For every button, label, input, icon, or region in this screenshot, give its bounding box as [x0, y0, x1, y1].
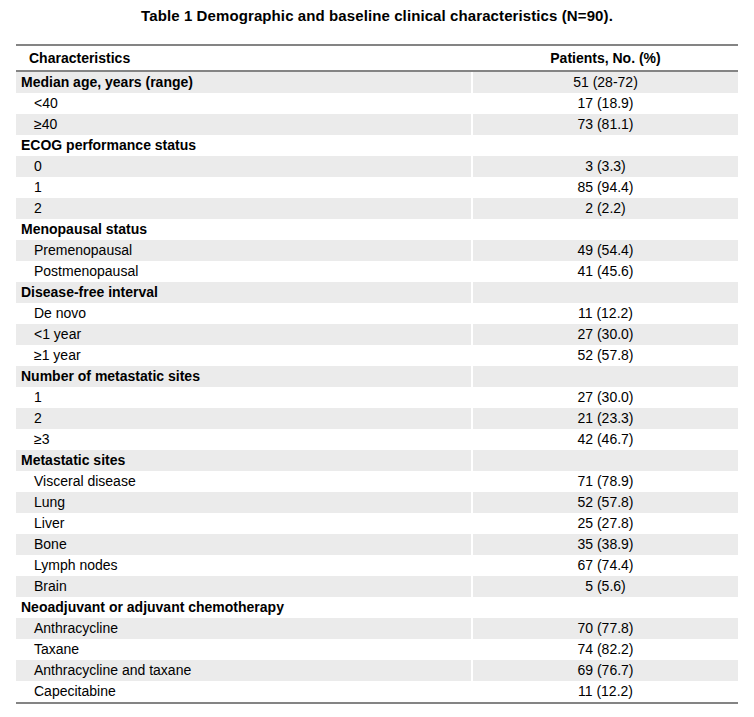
row-value: 42 (46.7) [473, 429, 738, 450]
table-body: Median age, years (range)51 (28-72)<4017… [16, 72, 738, 702]
row-value: 85 (94.4) [473, 177, 738, 198]
row-value: 70 (77.8) [473, 618, 738, 639]
row-value: 74 (82.2) [473, 639, 738, 660]
table-row: Anthracycline70 (77.8) [16, 618, 738, 639]
table-row: Visceral disease71 (78.9) [16, 471, 738, 492]
column-header-patients: Patients, No. (%) [473, 46, 738, 70]
characteristics-table: Characteristics Patients, No. (%) Median… [16, 44, 738, 704]
row-value: 52 (57.8) [473, 345, 738, 366]
row-label: Brain [16, 576, 471, 597]
table-row: ECOG performance status [16, 135, 738, 156]
table-row: <4017 (18.9) [16, 93, 738, 114]
column-header-characteristics: Characteristics [16, 46, 471, 70]
row-label: Median age, years (range) [16, 72, 471, 93]
row-label: Menopausal status [16, 219, 471, 240]
table-row: Metastatic sites [16, 450, 738, 471]
table-row: Capecitabine11 (12.2) [16, 681, 738, 702]
row-label: Visceral disease [16, 471, 471, 492]
row-value [473, 219, 738, 240]
row-label: 1 [16, 387, 471, 408]
row-value: 52 (57.8) [473, 492, 738, 513]
row-value: 41 (45.6) [473, 261, 738, 282]
table-row: 185 (94.4) [16, 177, 738, 198]
row-label: Premenopausal [16, 240, 471, 261]
row-label: Disease-free interval [16, 282, 471, 303]
table-row: Taxane74 (82.2) [16, 639, 738, 660]
row-label: ≥40 [16, 114, 471, 135]
table-row: Neoadjuvant or adjuvant chemotherapy [16, 597, 738, 618]
table-row: Premenopausal49 (54.4) [16, 240, 738, 261]
table-row: De novo11 (12.2) [16, 303, 738, 324]
row-label: Postmenopausal [16, 261, 471, 282]
table-row: 127 (30.0) [16, 387, 738, 408]
table-row: 22 (2.2) [16, 198, 738, 219]
row-value [473, 450, 738, 471]
row-value [473, 366, 738, 387]
table-header-row: Characteristics Patients, No. (%) [16, 46, 738, 72]
row-value: 27 (30.0) [473, 324, 738, 345]
table-row: Median age, years (range)51 (28-72) [16, 72, 738, 93]
row-label: Lymph nodes [16, 555, 471, 576]
table-row: ≥1 year52 (57.8) [16, 345, 738, 366]
row-value: 49 (54.4) [473, 240, 738, 261]
row-value: 11 (12.2) [473, 681, 738, 702]
table-row: 221 (23.3) [16, 408, 738, 429]
row-value: 17 (18.9) [473, 93, 738, 114]
row-value: 67 (74.4) [473, 555, 738, 576]
row-value [473, 597, 738, 618]
row-label: Anthracycline [16, 618, 471, 639]
row-value: 5 (5.6) [473, 576, 738, 597]
table-row: ≥342 (46.7) [16, 429, 738, 450]
row-value [473, 282, 738, 303]
row-label: Taxane [16, 639, 471, 660]
table-row: Menopausal status [16, 219, 738, 240]
table-row: Bone35 (38.9) [16, 534, 738, 555]
row-label: De novo [16, 303, 471, 324]
row-label: Bone [16, 534, 471, 555]
table-row: <1 year27 (30.0) [16, 324, 738, 345]
row-label: <1 year [16, 324, 471, 345]
row-value: 21 (23.3) [473, 408, 738, 429]
table-row: Disease-free interval [16, 282, 738, 303]
row-label: Lung [16, 492, 471, 513]
table-row: ≥4073 (81.1) [16, 114, 738, 135]
row-value: 3 (3.3) [473, 156, 738, 177]
row-value: 27 (30.0) [473, 387, 738, 408]
table-row: Number of metastatic sites [16, 366, 738, 387]
row-label: 1 [16, 177, 471, 198]
row-label: Metastatic sites [16, 450, 471, 471]
table-row: Lung52 (57.8) [16, 492, 738, 513]
row-label: ≥3 [16, 429, 471, 450]
table-row: Liver25 (27.8) [16, 513, 738, 534]
row-label: ECOG performance status [16, 135, 471, 156]
row-value [473, 135, 738, 156]
table-row: Brain5 (5.6) [16, 576, 738, 597]
row-value: 2 (2.2) [473, 198, 738, 219]
row-label: ≥1 year [16, 345, 471, 366]
row-value: 35 (38.9) [473, 534, 738, 555]
row-label: Number of metastatic sites [16, 366, 471, 387]
row-value: 11 (12.2) [473, 303, 738, 324]
table-row: 03 (3.3) [16, 156, 738, 177]
row-label: 2 [16, 198, 471, 219]
row-value: 25 (27.8) [473, 513, 738, 534]
table-row: Anthracycline and taxane69 (76.7) [16, 660, 738, 681]
row-label: <40 [16, 93, 471, 114]
table-row: Postmenopausal41 (45.6) [16, 261, 738, 282]
row-value: 51 (28-72) [473, 72, 738, 93]
row-value: 69 (76.7) [473, 660, 738, 681]
row-value: 73 (81.1) [473, 114, 738, 135]
row-label: 0 [16, 156, 471, 177]
table-title: Table 1 Demographic and baseline clinica… [0, 7, 754, 24]
row-value: 71 (78.9) [473, 471, 738, 492]
row-label: Neoadjuvant or adjuvant chemotherapy [16, 597, 471, 618]
row-label: Capecitabine [16, 681, 471, 702]
row-label: 2 [16, 408, 471, 429]
row-label: Liver [16, 513, 471, 534]
row-label: Anthracycline and taxane [16, 660, 471, 681]
table-row: Lymph nodes67 (74.4) [16, 555, 738, 576]
